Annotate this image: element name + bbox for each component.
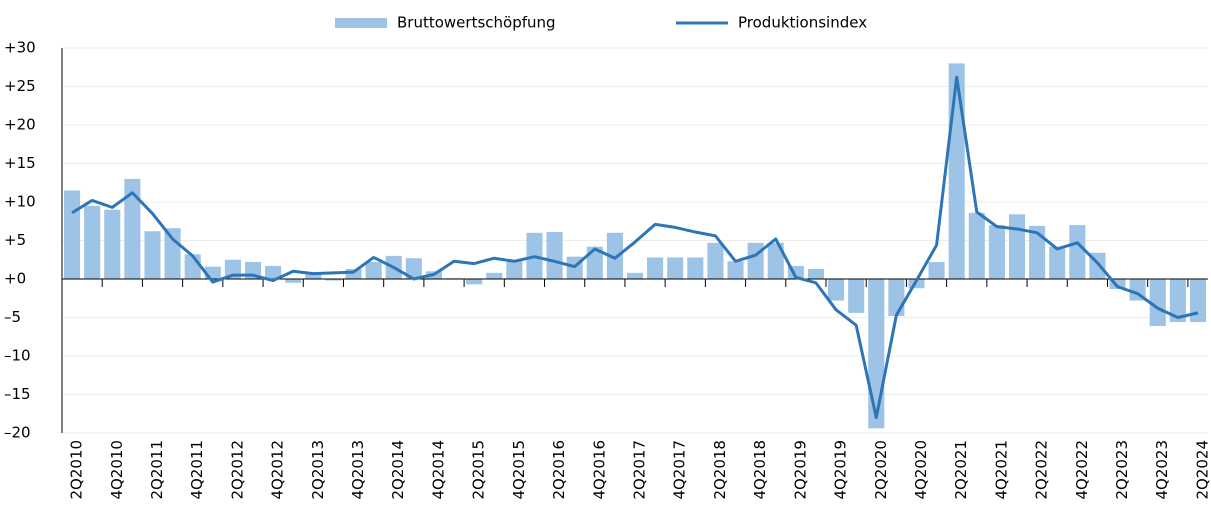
bar [104, 209, 121, 279]
y-tick-label: +20 [4, 116, 36, 134]
x-tick-label: 2Q2015 [470, 440, 488, 500]
x-tick-label: 2Q2013 [309, 440, 327, 500]
x-tick-label: 4Q2023 [1153, 440, 1171, 500]
bar [626, 272, 644, 279]
bar [144, 231, 161, 279]
y-tick-label: +0 [4, 270, 26, 288]
y-tick-label: +10 [4, 193, 36, 211]
x-tick-label: 4Q2015 [510, 440, 528, 500]
x-tick-label: 4Q2018 [751, 440, 769, 500]
bar [305, 273, 322, 279]
bar [828, 279, 845, 301]
bar [687, 257, 704, 279]
x-tick-label: 4Q2014 [429, 440, 447, 500]
bar [868, 279, 885, 429]
x-tick-label: 4Q2021 [992, 440, 1010, 500]
x-tick-label: 2Q2024 [1193, 440, 1211, 500]
bar [727, 261, 744, 279]
bar [1149, 279, 1166, 326]
x-tick-label: 4Q2022 [1073, 440, 1091, 500]
x-tick-label: 4Q2012 [269, 440, 287, 500]
bar [164, 228, 181, 279]
x-tick-label: 2Q2017 [631, 440, 649, 500]
x-tick-label: 2Q2014 [389, 440, 407, 500]
bar [1008, 214, 1026, 279]
bar [807, 268, 824, 279]
x-tick-label: 2Q2022 [1033, 440, 1051, 500]
bar [405, 258, 422, 279]
x-tick-label: 4Q2011 [188, 440, 206, 500]
bar [928, 262, 945, 279]
x-tick-label: 4Q2013 [349, 440, 367, 500]
bar [345, 268, 362, 279]
bar [1189, 279, 1206, 323]
bar [1069, 225, 1086, 279]
bar [365, 262, 382, 279]
y-tick-label: –10 [4, 347, 31, 365]
bar [124, 178, 141, 279]
y-tick-label: –20 [4, 424, 31, 442]
legend-swatch [335, 18, 387, 28]
y-tick-label: –15 [4, 385, 31, 403]
bar [747, 242, 764, 279]
bar [848, 279, 865, 313]
legend-label: Produktionsindex [738, 14, 867, 32]
y-tick-label: +5 [4, 231, 26, 249]
bar [1049, 246, 1066, 279]
bar [908, 279, 925, 289]
bar [988, 225, 1005, 279]
line [71, 75, 1199, 420]
bar [888, 279, 905, 316]
bar [667, 257, 684, 279]
x-tick-label: 4Q2016 [590, 440, 608, 500]
x-tick-label: 4Q2010 [108, 440, 126, 500]
x-tick-label: 4Q2017 [671, 440, 689, 500]
x-tick-label: 2Q2021 [952, 440, 970, 500]
bar [1029, 225, 1046, 279]
x-tick-label: 2Q2016 [550, 440, 568, 500]
y-tick-label: +25 [4, 77, 36, 95]
bar [606, 232, 623, 279]
bar [265, 265, 282, 279]
bar [506, 260, 523, 279]
x-tick-label: 2Q2018 [711, 440, 729, 500]
bar [64, 190, 81, 279]
x-tick-label: 4Q2020 [912, 440, 930, 500]
y-tick-label: +30 [4, 39, 36, 57]
bar [84, 205, 101, 279]
x-tick-label: 2Q2012 [228, 440, 246, 500]
bar [586, 246, 603, 279]
bar [968, 212, 985, 279]
bar [1169, 279, 1186, 323]
x-tick-label: 2Q2019 [791, 440, 809, 500]
bar [1109, 279, 1126, 290]
legend-label: Bruttowertschöpfung [397, 14, 556, 32]
x-tick-label: 2Q2020 [872, 440, 890, 500]
x-tick-label: 4Q2019 [832, 440, 850, 500]
bar [647, 257, 664, 279]
y-tick-label: +15 [4, 154, 36, 172]
x-tick-label: 2Q2010 [68, 440, 86, 500]
bar [466, 279, 483, 285]
bar [707, 242, 724, 279]
bar [546, 232, 563, 279]
y-tick-label: –5 [4, 308, 21, 326]
bar [486, 272, 503, 279]
x-tick-label: 2Q2023 [1113, 440, 1131, 500]
bar [767, 242, 784, 279]
bar [325, 279, 342, 281]
bar [285, 279, 302, 283]
x-tick-label: 2Q2011 [148, 440, 166, 500]
bar [948, 63, 965, 280]
